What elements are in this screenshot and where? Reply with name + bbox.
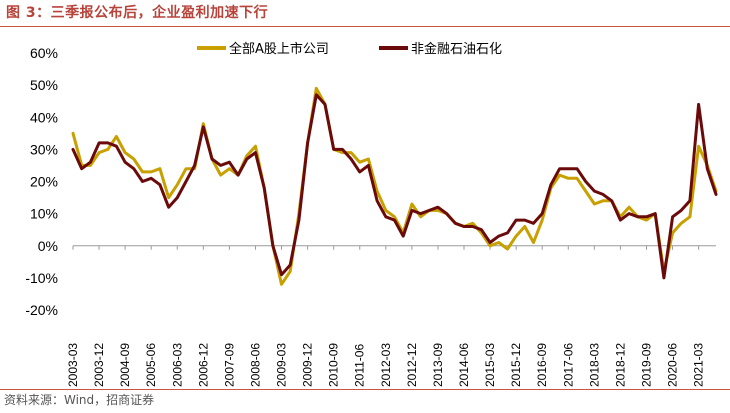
y-tick-label: 20% (30, 174, 58, 190)
y-tick-label: 40% (30, 109, 58, 125)
x-axis-ticks: 2003-03 2003-12 2004-09 2005-06 2006-03 2006-… (66, 245, 706, 387)
x-tick-label: 2020-06 (666, 343, 680, 387)
title-divider (0, 26, 730, 27)
y-axis-ticks: 60% 50% 40% 30% 20% 10% 0% -10% -20% (25, 45, 58, 318)
x-tick-label: 2015-03 (483, 343, 497, 387)
legend-label-non-financial: 非金融石油石化 (411, 41, 502, 57)
x-tick-label: 2015-12 (509, 343, 523, 387)
x-tick-label: 2003-12 (92, 343, 106, 387)
x-tick-label: 2018-03 (587, 343, 601, 387)
x-tick-label: 2014-06 (457, 343, 471, 387)
x-tick-label: 2009-12 (301, 343, 315, 387)
source-divider (0, 389, 730, 390)
legend-label-all-a-shares: 全部A股上市公司 (229, 41, 329, 57)
x-tick-label: 2011-06 (353, 344, 367, 387)
x-tick-label: 2017-06 (561, 343, 575, 387)
line-chart: 60%50%40%30%20%10%0%-10%-20% 2003-03 2003… (25, 41, 718, 387)
series-lines (71, 86, 718, 286)
x-tick-label: 2007-09 (222, 343, 236, 387)
x-tick-label: 2016-09 (535, 343, 549, 387)
series-line-non-financial (71, 93, 718, 280)
x-tick-label: 2013-09 (431, 343, 445, 387)
y-tick-label: -10% (25, 270, 58, 286)
x-tick-label: 2018-12 (613, 343, 627, 387)
x-tick-label: 2012-12 (405, 343, 419, 387)
source-note: 资料来源：Wind，招商证券 (4, 393, 155, 407)
series-line-all-a-shares (71, 86, 718, 286)
y-tick-label: 60% (30, 45, 58, 61)
y-tick-label: 0% (38, 238, 58, 254)
figure-title: 图 3：三季报公布后，企业盈利加速下行 (6, 5, 269, 21)
y-tick-label: 30% (30, 141, 58, 157)
legend: 全部A股上市公司 非金融石油石化 (197, 41, 502, 57)
x-tick-label: 2019-09 (639, 343, 653, 387)
x-tick-label: 2008-06 (248, 343, 262, 387)
x-tick-label: 2006-03 (170, 343, 184, 387)
x-tick-label: 2006-12 (196, 343, 210, 387)
x-tick-label: 2004-09 (118, 343, 132, 387)
y-tick-label: 10% (30, 206, 58, 222)
y-tick-label: -20% (25, 302, 58, 318)
y-tick-label: 50% (30, 77, 58, 93)
x-tick-label: 2012-03 (379, 343, 393, 387)
x-tick-label: 2021-03 (692, 343, 706, 387)
x-tick-label: 2009-03 (275, 343, 289, 387)
x-tick-label: 2003-03 (66, 343, 80, 387)
x-tick-label: 2005-06 (144, 343, 158, 387)
x-tick-label: 2010-09 (327, 343, 341, 387)
